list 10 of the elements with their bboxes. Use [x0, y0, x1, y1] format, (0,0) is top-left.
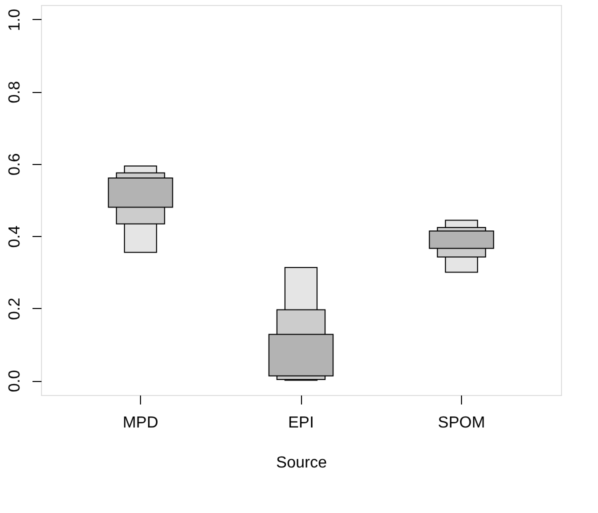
y-tick-label: 0.2 — [6, 298, 24, 320]
x-tick-label: MPD — [122, 414, 158, 432]
y-tick-label: 0.8 — [6, 80, 24, 104]
y-tick-label: 0.0 — [6, 370, 24, 392]
x-tick-label: SPOM — [438, 414, 486, 432]
x-tick-label: EPI — [288, 414, 314, 432]
y-tick-label: 0.6 — [6, 153, 24, 176]
y-tick-label: 1.0 — [6, 8, 24, 32]
y-tick-label: 0.4 — [6, 225, 24, 248]
x-axis-title: Source — [276, 454, 327, 472]
